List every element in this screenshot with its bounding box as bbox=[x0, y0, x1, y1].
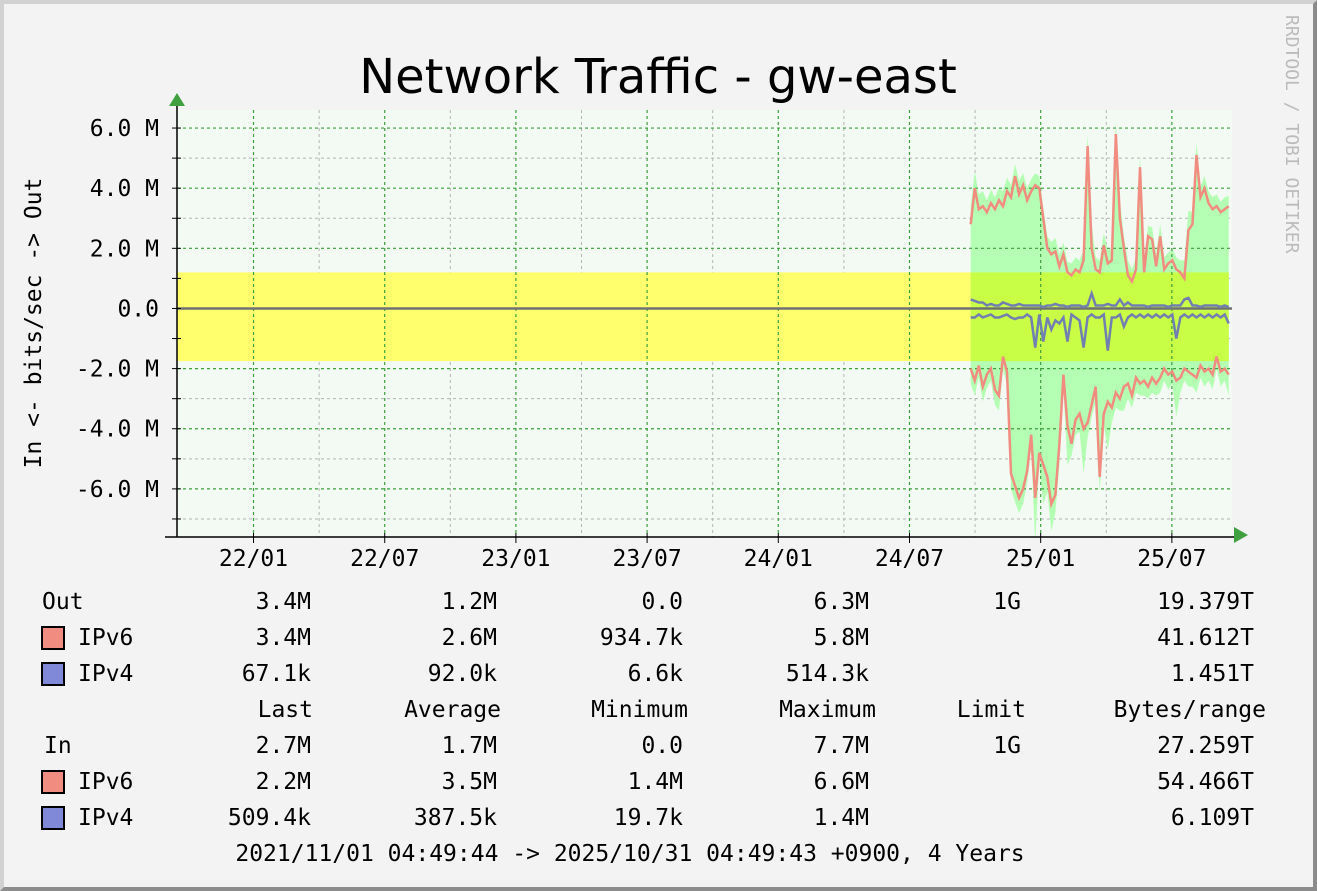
legend-value-cell: 387.5k bbox=[414, 805, 497, 831]
legend-value-cell: 934.7k bbox=[600, 625, 683, 651]
x-tick-label: 25/01 bbox=[1006, 546, 1075, 572]
ipv6-swatch-in bbox=[41, 770, 65, 794]
y-tick-label: 4.0 M bbox=[90, 176, 159, 202]
time-range-footer: 2021/11/01 04:49:44 -> 2025/10/31 04:49:… bbox=[235, 841, 1024, 867]
legend-value-cell: 1G bbox=[993, 733, 1021, 759]
legend-out-ipv4-values: 67.1k 92.0k 6.6k 514.3k 1.451T bbox=[242, 661, 1254, 687]
legend-value-cell: 3.4M bbox=[256, 625, 311, 651]
x-tick-label: 25/07 bbox=[1137, 546, 1206, 572]
legend-value-cell: 6.6M bbox=[814, 769, 869, 795]
legend-value-cell: 3.4M bbox=[256, 589, 311, 615]
legend-value-cell: 19.7k bbox=[614, 805, 683, 831]
legend-column-header: Limit bbox=[957, 697, 1026, 723]
legend-out-values: 3.4M 1.2M 0.0 6.3M 1G 19.379T bbox=[256, 589, 1255, 615]
legend-in-ipv6-values: 2.2M 3.5M 1.4M 6.6M 54.466T bbox=[256, 769, 1255, 795]
x-tick-label: 23/01 bbox=[481, 546, 550, 572]
ipv4-out-line bbox=[970, 289, 1230, 309]
y-tick-label: 6.0 M bbox=[90, 116, 159, 142]
y-axis-arrow bbox=[169, 93, 185, 106]
x-axis-arrow bbox=[1234, 527, 1248, 543]
y-tick-label: 0.0 bbox=[117, 296, 159, 322]
legend-out-ipv4-label: IPv4 bbox=[78, 661, 133, 687]
legend-value-cell: 3.5M bbox=[442, 769, 497, 795]
legend-in-values: 2.7M 1.7M 0.0 7.7M 1G 27.259T bbox=[256, 733, 1255, 759]
x-tick-label: 24/01 bbox=[744, 546, 813, 572]
legend-value-cell: 1.451T bbox=[1171, 661, 1254, 687]
legend-table: Out 3.4M 1.2M 0.0 6.3M 1G 19.379T IPv6 3.4M 2.… bbox=[41, 589, 1266, 867]
ipv6-swatch-out bbox=[41, 626, 65, 650]
ipv4-swatch-in bbox=[41, 806, 65, 830]
y-tick-label: -2.0 M bbox=[76, 357, 159, 383]
x-tick-labels: 22/01 22/07 23/01 23/07 24/01 24/07 25/01 25/07 bbox=[219, 546, 1207, 572]
legend-value-cell: 1.2M bbox=[442, 589, 497, 615]
ipv4-in-line bbox=[970, 312, 1230, 351]
out-overlap-area bbox=[970, 272, 1229, 309]
legend-in-ipv4-values: 509.4k 387.5k 19.7k 1.4M 6.109T bbox=[228, 805, 1254, 831]
legend-value-cell: 92.0k bbox=[428, 661, 497, 687]
legend-out-ipv6-values: 3.4M 2.6M 934.7k 5.8M 41.612T bbox=[256, 625, 1255, 651]
rrdtool-watermark: RRDTOOL / TOBI OETIKER bbox=[1281, 15, 1302, 254]
y-tick-label: 2.0 M bbox=[90, 236, 159, 262]
band-overlap bbox=[970, 272, 1229, 362]
legend-value-cell: 2.6M bbox=[442, 625, 497, 651]
ipv6-in-line bbox=[969, 356, 1230, 509]
legend-column-header: Last bbox=[258, 697, 313, 723]
axes bbox=[165, 93, 1248, 543]
legend-value-cell: 67.1k bbox=[242, 661, 311, 687]
legend-value-cell: 19.379T bbox=[1157, 589, 1254, 615]
legend-value-cell: 1.4M bbox=[628, 769, 683, 795]
legend-value-cell: 0.0 bbox=[641, 589, 683, 615]
legend-column-header: Minimum bbox=[591, 697, 688, 723]
y-tick-label: -4.0 M bbox=[76, 417, 159, 443]
x-tick-label: 22/07 bbox=[350, 546, 419, 572]
legend-value-cell: 5.8M bbox=[814, 625, 869, 651]
legend-in-label: In bbox=[44, 733, 72, 759]
x-tick-label: 23/07 bbox=[612, 546, 681, 572]
legend-value-cell: 27.259T bbox=[1157, 733, 1254, 759]
legend-column-header: Bytes/range bbox=[1114, 697, 1266, 723]
legend-value-cell: 509.4k bbox=[228, 805, 311, 831]
in-overlap-area bbox=[970, 308, 1229, 362]
legend-in-ipv6-label: IPv6 bbox=[78, 769, 133, 795]
legend-value-cell: 2.2M bbox=[256, 769, 311, 795]
legend-column-headers: Last Average Minimum Maximum Limit Bytes/rang… bbox=[258, 697, 1266, 723]
legend-value-cell: 514.3k bbox=[786, 661, 869, 687]
legend-value-cell: 6.6k bbox=[628, 661, 684, 687]
legend-column-header: Maximum bbox=[779, 697, 876, 723]
y-tick-labels: 6.0 M 4.0 M 2.0 M 0.0 -2.0 M -4.0 M -6.0 M bbox=[76, 116, 159, 503]
ipv4-swatch-out bbox=[41, 662, 65, 686]
legend-value-cell: 1G bbox=[993, 589, 1021, 615]
legend-in-ipv4-label: IPv4 bbox=[78, 805, 133, 831]
legend-value-cell: 6.109T bbox=[1171, 805, 1254, 831]
major-grid bbox=[177, 110, 1232, 537]
y-tick-label: -6.0 M bbox=[76, 477, 159, 503]
legend-value-cell: 2.7M bbox=[256, 733, 311, 759]
x-tick-label: 24/07 bbox=[875, 546, 944, 572]
legend-value-cell: 1.7M bbox=[442, 733, 497, 759]
traffic-lines bbox=[177, 133, 1232, 509]
legend-value-cell: 41.612T bbox=[1157, 625, 1254, 651]
legend-value-cell: 54.466T bbox=[1157, 769, 1254, 795]
legend-value-cell: 7.7M bbox=[814, 733, 869, 759]
legend-value-cell: 0.0 bbox=[641, 733, 683, 759]
legend-out-ipv6-label: IPv6 bbox=[78, 625, 133, 651]
y-axis-label: In <- bits/sec -> Out bbox=[21, 178, 47, 469]
legend-value-cell: 1.4M bbox=[814, 805, 869, 831]
legend-column-header: Average bbox=[404, 697, 501, 723]
chart-title: Network Traffic - gw-east bbox=[359, 49, 957, 105]
x-tick-label: 22/01 bbox=[219, 546, 288, 572]
ipv6-out-line bbox=[969, 133, 1230, 285]
legend-value-cell: 6.3M bbox=[814, 589, 869, 615]
legend-out-label: Out bbox=[42, 589, 84, 615]
